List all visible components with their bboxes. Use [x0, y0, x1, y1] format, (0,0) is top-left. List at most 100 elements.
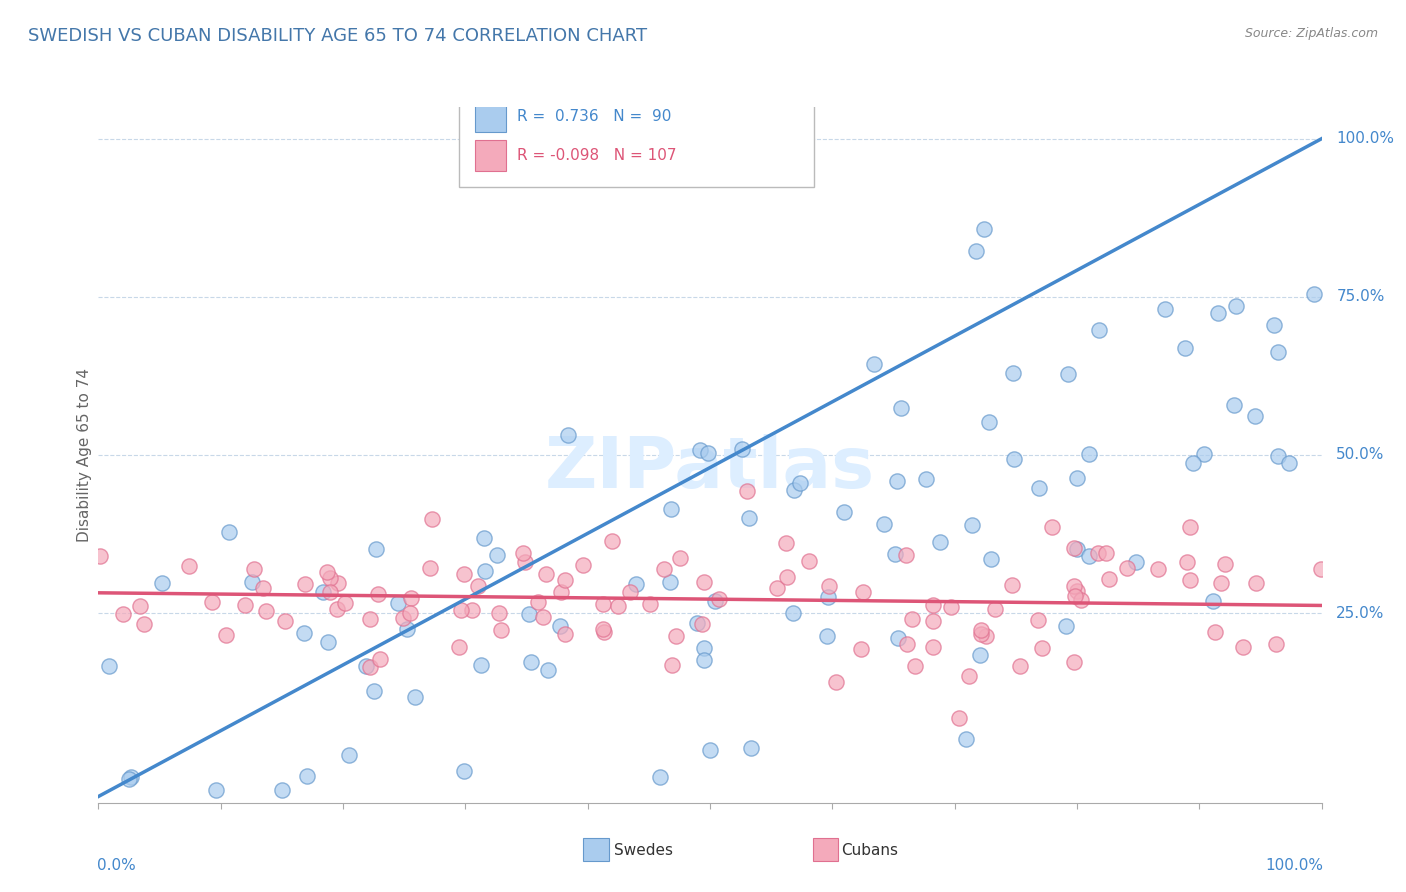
- Point: [292, 626, 315, 640]
- Point: [243, 562, 266, 576]
- Point: [955, 731, 977, 746]
- Point: [328, 576, 350, 591]
- Point: [901, 612, 924, 626]
- Point: [150, 575, 173, 590]
- Point: [1088, 323, 1111, 337]
- Point: [915, 472, 938, 486]
- Point: [472, 531, 495, 545]
- Point: [969, 648, 991, 663]
- Point: [453, 764, 475, 778]
- Point: [1063, 579, 1085, 593]
- Point: [399, 607, 422, 621]
- Point: [690, 616, 713, 631]
- Point: [354, 659, 377, 673]
- Point: [557, 428, 579, 442]
- Point: [659, 502, 682, 516]
- Point: [1202, 594, 1225, 608]
- Point: [491, 623, 513, 637]
- Point: [294, 576, 316, 591]
- Point: [825, 675, 848, 690]
- Point: [319, 571, 342, 585]
- Point: [818, 579, 841, 593]
- Point: [297, 769, 319, 783]
- Point: [89, 549, 111, 563]
- Point: [686, 616, 709, 631]
- Point: [1267, 344, 1289, 359]
- Point: [959, 668, 981, 682]
- Point: [737, 510, 759, 524]
- Text: SWEDISH VS CUBAN DISABILITY AGE 65 TO 74 CORRELATION CHART: SWEDISH VS CUBAN DISABILITY AGE 65 TO 74…: [28, 27, 647, 45]
- Point: [554, 573, 576, 587]
- Point: [450, 603, 472, 617]
- Point: [461, 602, 484, 616]
- Point: [1204, 625, 1226, 640]
- Point: [387, 596, 409, 610]
- Point: [1004, 452, 1026, 467]
- Point: [117, 772, 139, 786]
- Point: [883, 548, 905, 562]
- Text: 25.0%: 25.0%: [1336, 606, 1385, 621]
- Point: [254, 604, 277, 618]
- Point: [1026, 613, 1049, 627]
- Point: [550, 585, 572, 599]
- Point: [1174, 341, 1197, 355]
- Bar: [475, 140, 506, 171]
- Point: [928, 534, 950, 549]
- Point: [548, 619, 571, 633]
- Point: [1125, 555, 1147, 569]
- Point: [252, 581, 274, 595]
- Point: [359, 660, 381, 674]
- Point: [1243, 409, 1265, 423]
- Point: [273, 614, 295, 628]
- Point: [1063, 655, 1085, 669]
- Point: [515, 555, 537, 569]
- Point: [1040, 520, 1063, 534]
- Point: [1267, 449, 1289, 463]
- Point: [886, 474, 908, 488]
- Point: [939, 599, 962, 614]
- Point: [731, 442, 754, 456]
- Point: [979, 415, 1001, 429]
- Point: [240, 575, 263, 590]
- Point: [740, 741, 762, 756]
- Point: [1206, 305, 1229, 319]
- Point: [326, 601, 349, 615]
- Point: [396, 622, 419, 636]
- Point: [420, 512, 443, 526]
- Point: [554, 627, 576, 641]
- Point: [973, 222, 995, 236]
- Point: [960, 517, 983, 532]
- Point: [799, 554, 821, 568]
- Point: [316, 634, 339, 648]
- Point: [592, 622, 614, 636]
- Point: [735, 484, 758, 499]
- Point: [1031, 641, 1053, 656]
- Text: R = -0.098   N = 107: R = -0.098 N = 107: [517, 148, 676, 163]
- Point: [370, 652, 392, 666]
- Text: 0.0%: 0.0%: [97, 858, 136, 873]
- Point: [179, 559, 201, 574]
- Point: [669, 551, 692, 566]
- Point: [1098, 572, 1121, 586]
- Point: [1232, 640, 1254, 654]
- Point: [337, 747, 360, 762]
- Point: [1209, 576, 1232, 591]
- Point: [404, 690, 426, 704]
- Point: [537, 663, 560, 677]
- Point: [399, 591, 422, 605]
- Bar: [475, 101, 506, 132]
- Point: [453, 566, 475, 581]
- Point: [1002, 366, 1025, 380]
- Point: [1223, 398, 1246, 412]
- Point: [693, 575, 716, 590]
- Point: [1066, 471, 1088, 485]
- Point: [512, 546, 534, 560]
- Text: 100.0%: 100.0%: [1336, 131, 1395, 146]
- Point: [896, 637, 918, 651]
- Y-axis label: Disability Age 65 to 74: Disability Age 65 to 74: [77, 368, 91, 542]
- Point: [1263, 318, 1285, 333]
- Point: [693, 640, 716, 655]
- Point: [527, 595, 550, 609]
- Point: [447, 640, 470, 654]
- Point: [1066, 584, 1088, 599]
